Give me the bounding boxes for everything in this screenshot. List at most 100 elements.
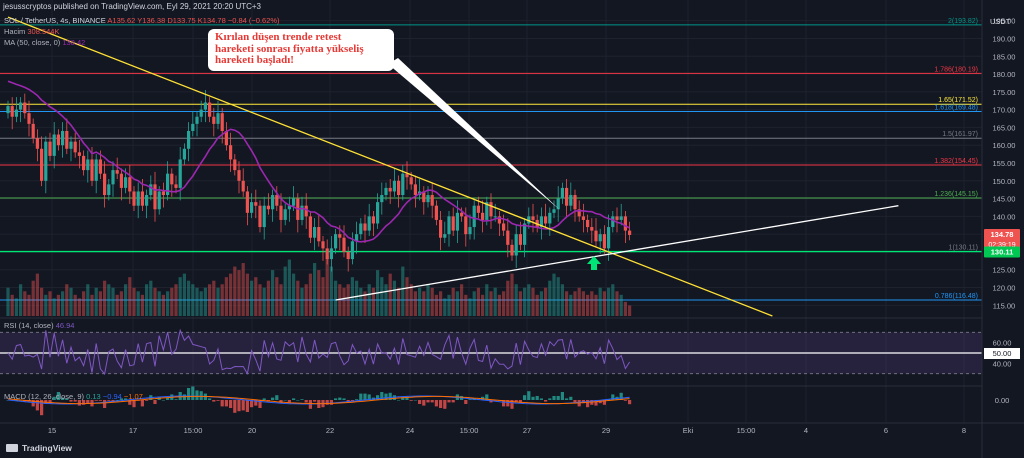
volume-bar <box>388 273 392 316</box>
macd-histogram-bar <box>468 399 472 400</box>
volume-bar <box>266 280 270 316</box>
volume-bar <box>472 291 476 316</box>
volume-bar <box>178 277 182 316</box>
candle-body <box>10 106 14 117</box>
macd-histogram-bar <box>569 396 573 400</box>
volume-bar <box>338 284 342 316</box>
macd-histogram-bar <box>594 400 598 406</box>
fib-level-label: 1.618(169.48) <box>934 104 978 111</box>
volume-bar <box>560 284 564 316</box>
volume-bar <box>241 263 245 316</box>
volume-bar <box>451 287 455 316</box>
volume-bar <box>502 291 506 316</box>
ohlc-low: D133.75 <box>167 16 196 25</box>
volume-bar <box>170 287 174 316</box>
macd-histogram-bar <box>161 400 165 401</box>
candle-body <box>598 234 602 242</box>
macd-histogram-bar <box>250 400 254 408</box>
volume-bar <box>245 273 249 316</box>
volume-bar <box>443 298 447 316</box>
volume-bar <box>287 259 291 316</box>
rsi-legend[interactable]: RSI (14, close) 46.94 <box>4 321 74 330</box>
macd-histogram-bar <box>262 398 266 400</box>
candle-body <box>460 212 464 217</box>
volume-bar <box>384 284 388 316</box>
candle-body <box>376 202 380 224</box>
macd-histogram-bar <box>376 395 380 400</box>
candle-body <box>56 134 60 146</box>
candle-body <box>157 191 161 210</box>
macd-histogram-bar <box>241 400 245 411</box>
moving-average-line <box>7 80 630 243</box>
candle-body <box>602 234 606 249</box>
macd-histogram-bar <box>334 398 338 400</box>
volume-bar <box>233 266 237 316</box>
macd-histogram-bar <box>439 400 443 408</box>
price-tick-label: 150.00 <box>993 177 1016 186</box>
macd-value-1: 0.13 <box>86 392 101 401</box>
volume-bar <box>86 284 90 316</box>
candle-body <box>308 216 312 238</box>
candle-body <box>241 180 245 192</box>
time-tick-label: 15 <box>48 426 56 435</box>
macd-histogram-bar <box>292 398 296 400</box>
ohlc-open: A135.62 <box>107 16 136 25</box>
macd-histogram-bar <box>107 400 111 401</box>
candle-body <box>615 216 619 220</box>
macd-histogram-bar <box>65 398 69 400</box>
volume-bar <box>199 291 203 316</box>
macd-histogram-bar <box>69 400 73 402</box>
volume-bar <box>40 287 44 316</box>
volume-bar <box>191 284 195 316</box>
volume-bar <box>565 291 569 316</box>
macd-histogram-bar <box>565 398 569 400</box>
candle-body <box>19 102 23 110</box>
volume-bar <box>115 294 119 316</box>
candle-body <box>409 177 413 185</box>
macd-histogram-bar <box>527 391 531 400</box>
volume-bar <box>548 280 552 316</box>
volume-bar <box>413 291 417 316</box>
candle-body <box>497 216 501 224</box>
macd-histogram-bar <box>434 400 438 407</box>
candle-body <box>405 173 409 178</box>
candle-body <box>187 130 191 149</box>
volume-bar <box>514 284 518 316</box>
candle-body <box>397 180 401 196</box>
time-tick-label: 20 <box>248 426 256 435</box>
ma-legend[interactable]: MA (50, close, 0) 138.42 <box>4 38 85 47</box>
candle-body <box>23 102 27 114</box>
candle-body <box>560 187 564 199</box>
macd-histogram-bar <box>296 400 300 401</box>
fib-level-label: 1.236(145.15) <box>934 191 978 198</box>
symbol-name[interactable]: SOL / TetherUS, 4s, BINANCE <box>4 16 106 25</box>
fib-level-label: 1(130.11) <box>949 245 978 252</box>
candle-body <box>208 102 212 117</box>
price-tick-label: 160.00 <box>993 141 1016 150</box>
macd-histogram-bar <box>283 400 287 401</box>
price-tick-label: 190.00 <box>993 34 1016 43</box>
macd-histogram-bar <box>359 393 363 400</box>
candle-body <box>355 234 359 242</box>
macd-histogram-bar <box>271 397 275 400</box>
macd-histogram-bar <box>52 396 56 400</box>
volume-bar <box>69 287 73 316</box>
macd-histogram-bar <box>166 397 170 400</box>
macd-histogram-bar <box>191 385 195 400</box>
macd-histogram-bar <box>586 400 590 408</box>
time-tick-label: Eki <box>683 426 694 435</box>
macd-legend[interactable]: MACD (12, 26, close, 9) 0.13 −0.94 −1.07 <box>4 392 143 401</box>
candle-body <box>182 148 186 160</box>
macd-histogram-bar <box>451 400 455 403</box>
macd-histogram-bar <box>258 400 262 408</box>
candle-body <box>619 216 623 220</box>
volume-bar <box>304 284 308 316</box>
volume-legend[interactable]: Hacim 308.544K <box>4 27 59 36</box>
candle-body <box>124 177 128 188</box>
volume-bar <box>409 284 413 316</box>
candle-body <box>199 109 203 117</box>
candle-body <box>31 123 35 139</box>
volume-bar <box>140 294 144 316</box>
volume-bar <box>485 284 489 316</box>
